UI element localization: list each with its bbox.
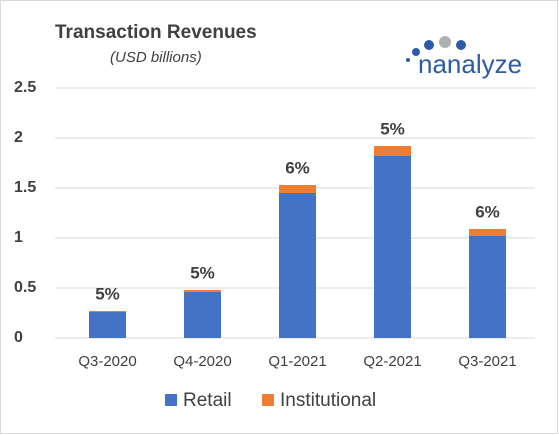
bar-segment xyxy=(374,146,411,156)
logo: nanalyze xyxy=(406,36,522,79)
legend-swatch xyxy=(165,394,177,406)
bar-segment xyxy=(469,229,506,236)
bar-segment xyxy=(469,236,506,338)
bar-label: 6% xyxy=(475,202,500,221)
bar-segment xyxy=(184,290,221,292)
legend-label: Retail xyxy=(183,390,232,411)
y-tick-label: 2 xyxy=(14,129,23,146)
bar-label: 5% xyxy=(190,263,215,282)
chart-title: Transaction Revenues xyxy=(55,22,257,43)
legend-swatch xyxy=(262,394,274,406)
logo-dot xyxy=(412,48,420,56)
bar-segment xyxy=(184,292,221,338)
logo-dot xyxy=(456,40,466,50)
bar-segment xyxy=(279,193,316,338)
legend-label: Institutional xyxy=(280,390,376,411)
x-tick-label: Q4-2020 xyxy=(173,353,231,370)
x-tick-label: Q3-2021 xyxy=(458,353,516,370)
y-tick-label: 0.5 xyxy=(14,279,36,296)
logo-dot xyxy=(424,40,434,50)
bar-segment xyxy=(89,311,126,312)
bar-label: 5% xyxy=(95,284,120,303)
bar-label: 6% xyxy=(285,158,310,177)
y-tick-label: 2.5 xyxy=(14,79,36,96)
x-tick-label: Q3-2020 xyxy=(78,353,136,370)
logo-text: nanalyze xyxy=(418,49,522,79)
x-tick-label: Q2-2021 xyxy=(363,353,421,370)
bar-segment xyxy=(279,185,316,193)
y-tick-label: 1 xyxy=(14,229,23,246)
y-tick-label: 1.5 xyxy=(14,179,36,196)
bar-segment xyxy=(89,312,126,338)
logo-dot xyxy=(439,36,451,48)
bar-label: 5% xyxy=(380,119,405,138)
logo-dot xyxy=(406,58,410,62)
x-tick-label: Q1-2021 xyxy=(268,353,326,370)
chart-subtitle: (USD billions) xyxy=(110,49,202,66)
y-tick-label: 0 xyxy=(14,329,23,346)
bar-segment xyxy=(374,156,411,338)
